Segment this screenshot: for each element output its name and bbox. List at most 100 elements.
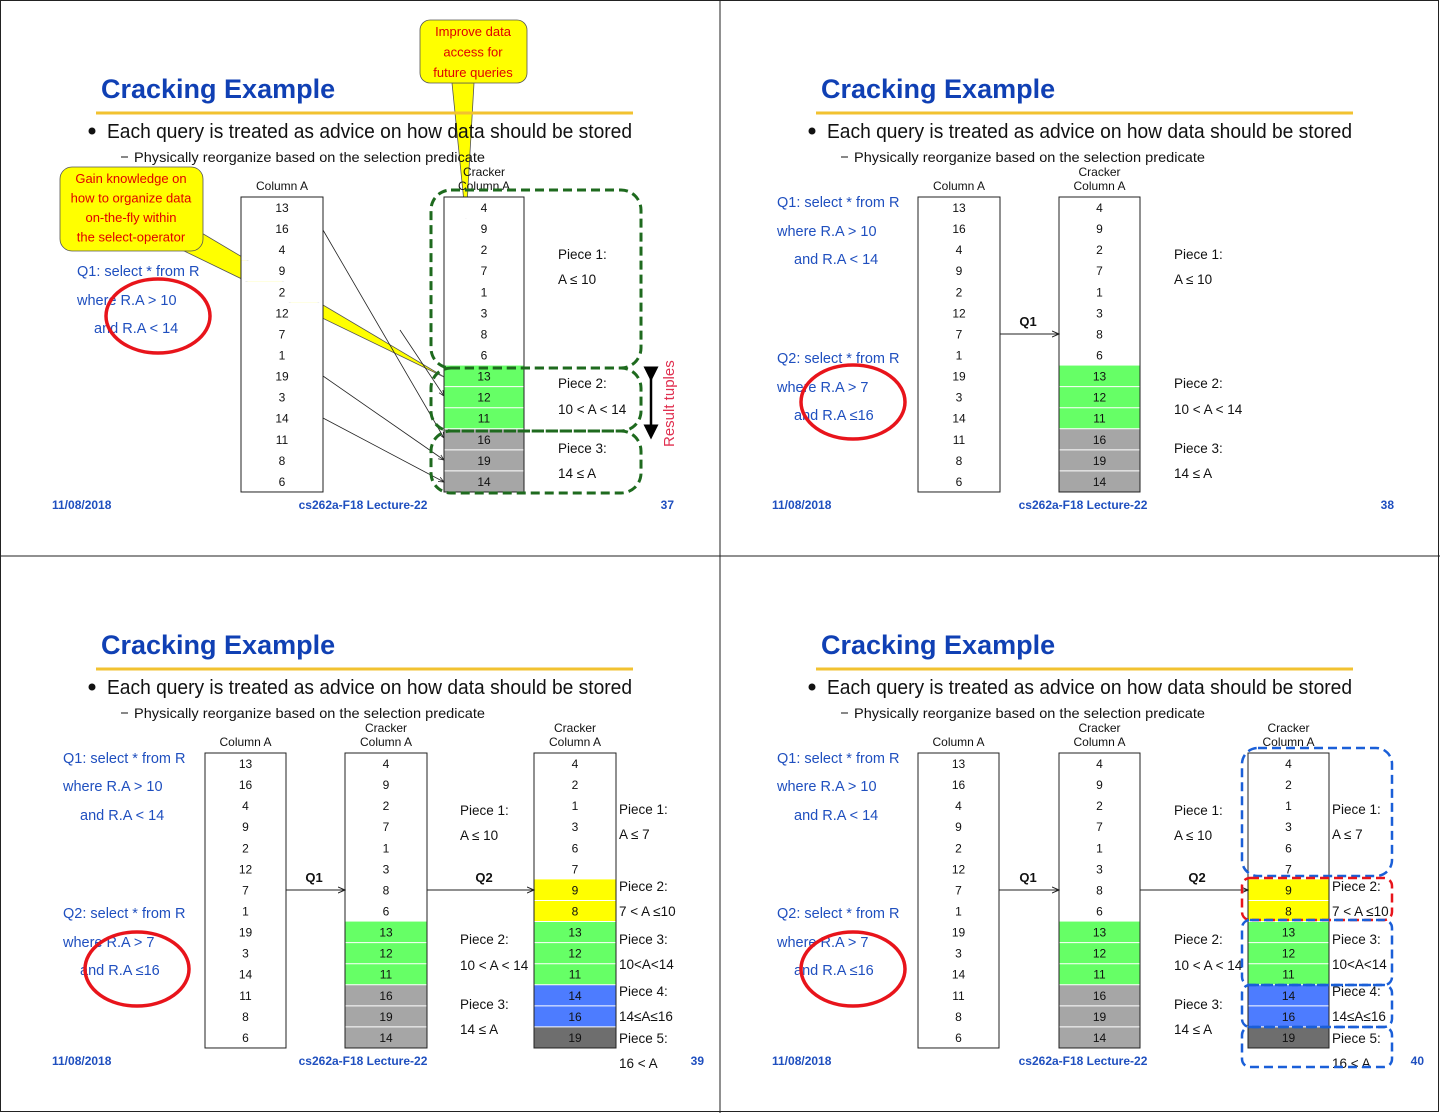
column-cell bbox=[534, 795, 616, 817]
piece-label: Piece 2: bbox=[460, 932, 509, 947]
column-cell bbox=[345, 921, 427, 943]
slide-title: Cracking Example bbox=[101, 630, 335, 660]
column-cell bbox=[205, 921, 286, 943]
column-cell bbox=[241, 386, 323, 408]
cell-value: 4 bbox=[242, 799, 249, 813]
slide-title: Cracking Example bbox=[821, 630, 1055, 660]
column-cell bbox=[241, 197, 323, 219]
column-cell bbox=[918, 984, 999, 1006]
highlight-circle bbox=[799, 363, 907, 441]
column-cell bbox=[444, 428, 524, 450]
piece-label: Piece 5: bbox=[1332, 1031, 1381, 1046]
column-cell bbox=[1059, 963, 1140, 985]
piece-label: Piece 1: bbox=[1174, 803, 1223, 818]
page-number: 37 bbox=[661, 498, 675, 512]
footer-course: cs262a-F18 Lecture-22 bbox=[299, 498, 428, 512]
cell-value: 8 bbox=[383, 883, 390, 897]
column-header: Column A bbox=[256, 179, 308, 193]
column-header: Column A bbox=[360, 735, 412, 749]
bullet-dot bbox=[88, 127, 96, 135]
cell-value: 14 bbox=[1282, 989, 1296, 1003]
piece-label: Piece 5: bbox=[619, 1031, 668, 1046]
move-arrow bbox=[322, 375, 444, 460]
cell-value: 6 bbox=[956, 475, 963, 489]
cell-value: 19 bbox=[568, 1031, 582, 1045]
column-cell bbox=[1059, 1026, 1140, 1048]
column-cell bbox=[205, 1005, 286, 1027]
cell-value: 12 bbox=[477, 391, 491, 405]
column-cell bbox=[534, 984, 616, 1006]
highlight-circle bbox=[104, 277, 212, 355]
title-rule bbox=[816, 667, 1353, 671]
cell-value: 16 bbox=[275, 222, 289, 236]
cell-value: 9 bbox=[383, 778, 390, 792]
cell-value: 8 bbox=[1096, 883, 1103, 897]
cell-value: 13 bbox=[275, 201, 289, 215]
cell-value: 16 bbox=[1093, 989, 1107, 1003]
column-cell bbox=[345, 774, 427, 796]
cell-value: 7 bbox=[956, 327, 963, 341]
cell-value: 2 bbox=[242, 841, 249, 855]
cell-value: 4 bbox=[956, 243, 963, 257]
cell-value: 16 bbox=[1282, 1010, 1296, 1024]
column-cell bbox=[534, 1026, 616, 1048]
column-cell bbox=[205, 774, 286, 796]
column-cell bbox=[1059, 344, 1140, 366]
query-line: and R.A < 14 bbox=[794, 252, 878, 268]
column-cell bbox=[444, 302, 524, 324]
column-cell bbox=[345, 963, 427, 985]
piece-condition: 16 < A bbox=[619, 1056, 658, 1071]
piece-label: Piece 2: bbox=[558, 376, 607, 391]
piece-label: Piece 2: bbox=[1174, 932, 1223, 947]
piece-condition: 10<A<14 bbox=[1332, 957, 1387, 972]
query-line: Q1: select * from R bbox=[777, 195, 899, 211]
column-cell bbox=[444, 365, 524, 387]
query-line: and R.A ≤16 bbox=[80, 963, 160, 979]
column-cell bbox=[534, 816, 616, 838]
column-header: Cracker bbox=[1267, 721, 1309, 735]
column-cell bbox=[1248, 795, 1329, 817]
column-cell bbox=[918, 900, 999, 922]
cell-value: 7 bbox=[481, 264, 488, 278]
move-arrow bbox=[399, 329, 444, 396]
cell-value: 7 bbox=[955, 883, 962, 897]
cell-value: 7 bbox=[242, 883, 249, 897]
cell-value: 12 bbox=[1093, 391, 1107, 405]
column-cell bbox=[534, 837, 616, 859]
cell-value: 1 bbox=[481, 285, 488, 299]
sub-bullet-text: Physically reorganize based on the selec… bbox=[134, 705, 485, 721]
piece-condition: 14 ≤ A bbox=[460, 1022, 498, 1037]
footer-date: 11/08/2018 bbox=[52, 1054, 112, 1068]
move-arrow bbox=[322, 229, 444, 438]
cell-value: 1 bbox=[955, 904, 962, 918]
column-border bbox=[1247, 752, 1330, 1049]
cell-value: 14 bbox=[379, 1031, 393, 1045]
cell-value: 9 bbox=[572, 883, 579, 897]
arrow-label: Q1 bbox=[1019, 314, 1036, 329]
column-cell bbox=[918, 921, 999, 943]
column-cell bbox=[1059, 1005, 1140, 1027]
cell-value: 16 bbox=[379, 989, 393, 1003]
arrow-label: Q2 bbox=[475, 870, 492, 885]
query-line: where R.A > 10 bbox=[76, 293, 177, 309]
cell-value: 6 bbox=[1096, 904, 1103, 918]
cell-value: 4 bbox=[279, 243, 286, 257]
column-cell bbox=[534, 900, 616, 922]
title-rule bbox=[816, 111, 1353, 115]
callout-text: on-the-fly within bbox=[85, 210, 176, 225]
column-cell bbox=[1059, 302, 1140, 324]
cell-value: 11 bbox=[1282, 968, 1295, 982]
cell-value: 9 bbox=[279, 264, 286, 278]
cell-value: 16 bbox=[1093, 433, 1107, 447]
cell-value: 3 bbox=[1096, 306, 1103, 320]
cell-value: 1 bbox=[572, 799, 579, 813]
column-border bbox=[240, 196, 324, 493]
column-cell bbox=[345, 837, 427, 859]
column-cell bbox=[205, 816, 286, 838]
column-cell bbox=[1059, 879, 1140, 901]
column-cell bbox=[1059, 900, 1140, 922]
column-cell bbox=[1059, 218, 1140, 240]
